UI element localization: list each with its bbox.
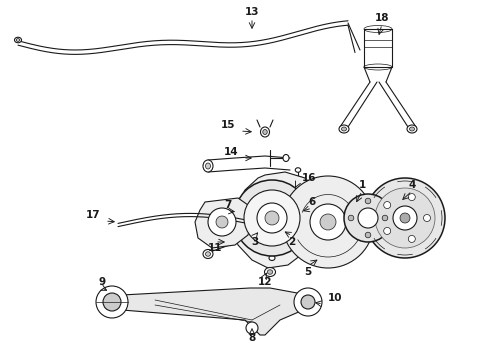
Ellipse shape [259,224,265,228]
Text: 1: 1 [358,180,366,190]
Circle shape [234,180,310,256]
Circle shape [358,208,378,228]
Circle shape [365,178,445,258]
Circle shape [408,194,416,201]
Circle shape [244,190,300,246]
Text: 15: 15 [220,120,235,130]
Circle shape [282,176,374,268]
Ellipse shape [203,249,213,258]
Text: 8: 8 [248,333,256,343]
Circle shape [384,228,391,234]
Text: 11: 11 [208,243,222,253]
Text: 17: 17 [85,210,100,220]
Text: 12: 12 [258,277,272,287]
Ellipse shape [295,228,301,232]
Polygon shape [232,172,318,268]
Ellipse shape [410,127,415,131]
Circle shape [375,188,435,248]
Circle shape [348,215,354,221]
Ellipse shape [267,270,273,274]
Ellipse shape [342,127,346,131]
Circle shape [408,235,416,242]
Circle shape [103,293,121,311]
Text: 10: 10 [328,293,343,303]
Text: 9: 9 [98,277,105,287]
Text: 14: 14 [223,147,238,157]
Circle shape [310,204,346,240]
Ellipse shape [15,37,22,43]
Text: 16: 16 [302,173,317,183]
Ellipse shape [16,39,20,41]
Circle shape [216,216,228,228]
Circle shape [344,194,392,242]
Circle shape [423,215,431,221]
Ellipse shape [263,130,267,135]
Ellipse shape [295,168,301,172]
Circle shape [365,198,371,204]
Circle shape [301,295,315,309]
Ellipse shape [203,160,213,172]
Circle shape [365,232,371,238]
Circle shape [320,214,336,230]
Circle shape [393,206,417,230]
Polygon shape [122,288,308,335]
Text: 13: 13 [245,7,259,17]
Circle shape [294,288,322,316]
Circle shape [257,203,287,233]
Circle shape [400,213,410,223]
Circle shape [96,286,128,318]
Ellipse shape [269,256,275,261]
Ellipse shape [407,125,417,133]
Text: 3: 3 [251,237,259,247]
Ellipse shape [205,163,211,169]
Circle shape [384,202,391,208]
Text: 5: 5 [304,267,312,277]
Ellipse shape [283,154,289,162]
Circle shape [246,322,258,334]
Text: 6: 6 [308,197,316,207]
Text: 18: 18 [375,13,389,23]
Polygon shape [195,198,252,248]
Ellipse shape [205,252,211,256]
Circle shape [265,211,279,225]
Ellipse shape [339,125,349,133]
Text: 7: 7 [224,200,232,210]
Ellipse shape [259,248,265,252]
Text: 2: 2 [289,237,295,247]
Ellipse shape [265,267,275,276]
Ellipse shape [261,127,270,137]
Circle shape [208,208,236,236]
Text: 4: 4 [408,180,416,190]
Circle shape [382,215,388,221]
